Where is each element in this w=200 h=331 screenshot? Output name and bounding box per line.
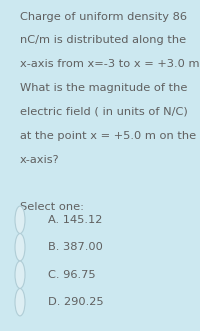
Text: at the point x = +5.0 m on the: at the point x = +5.0 m on the [20, 131, 196, 141]
Text: What is the magnitude of the: What is the magnitude of the [20, 83, 187, 93]
Text: D. 290.25: D. 290.25 [48, 297, 104, 307]
Text: Select one:: Select one: [20, 202, 84, 212]
Text: C. 96.75: C. 96.75 [48, 270, 96, 280]
Ellipse shape [15, 206, 25, 233]
Ellipse shape [15, 234, 25, 261]
Ellipse shape [15, 289, 25, 316]
Text: B. 387.00: B. 387.00 [48, 242, 103, 252]
Ellipse shape [15, 261, 25, 288]
Text: nC/m is distributed along the: nC/m is distributed along the [20, 35, 186, 45]
Text: x-axis?: x-axis? [20, 155, 60, 165]
Text: A. 145.12: A. 145.12 [48, 215, 102, 225]
Text: x-axis from x=-3 to x = +3.0 m.: x-axis from x=-3 to x = +3.0 m. [20, 59, 200, 69]
Text: electric field ( in units of N/C): electric field ( in units of N/C) [20, 107, 188, 117]
Text: Charge of uniform density 86: Charge of uniform density 86 [20, 12, 187, 22]
